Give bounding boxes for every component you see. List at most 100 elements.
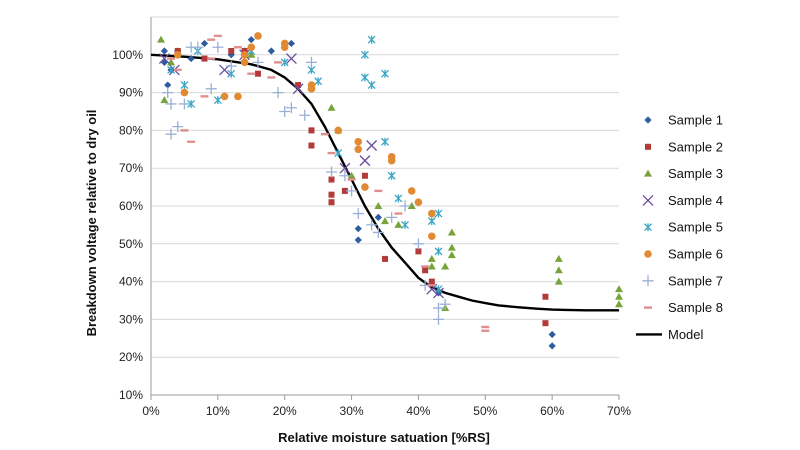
legend-label: Sample 2 bbox=[668, 139, 723, 154]
data-point-sample-3 bbox=[394, 220, 403, 228]
data-point-sample-6 bbox=[180, 88, 189, 97]
legend-swatch-sample-5 bbox=[644, 223, 652, 232]
data-point-sample-1 bbox=[247, 36, 255, 44]
data-point-sample-2 bbox=[308, 142, 315, 149]
legend-label: Sample 4 bbox=[668, 193, 723, 208]
x-tick-label: 30% bbox=[340, 404, 364, 418]
data-point-sample-1 bbox=[160, 58, 168, 66]
data-point-sample-6 bbox=[354, 145, 363, 154]
data-point-sample-7 bbox=[212, 41, 224, 53]
data-point-sample-8 bbox=[320, 132, 329, 136]
x-tick-label: 20% bbox=[273, 404, 297, 418]
data-point-sample-5 bbox=[314, 77, 323, 86]
data-point-sample-7 bbox=[165, 98, 177, 110]
data-point-sample-3 bbox=[554, 254, 563, 262]
data-point-sample-3 bbox=[427, 254, 436, 262]
data-point-sample-8 bbox=[347, 178, 356, 181]
data-point-sample-8 bbox=[421, 265, 430, 268]
data-point-sample-6 bbox=[428, 232, 436, 241]
legend-swatch-sample-6 bbox=[644, 250, 652, 258]
data-point-sample-5 bbox=[394, 194, 403, 203]
data-point-sample-3 bbox=[160, 96, 169, 104]
data-point-sample-3 bbox=[615, 285, 623, 293]
data-point-sample-1 bbox=[200, 39, 209, 48]
data-point-sample-8 bbox=[213, 34, 222, 38]
data-point-sample-1 bbox=[160, 47, 168, 55]
data-point-sample-5 bbox=[367, 81, 376, 90]
data-point-sample-7 bbox=[432, 313, 444, 325]
data-point-sample-7 bbox=[386, 211, 398, 223]
data-point-sample-2 bbox=[254, 70, 261, 77]
data-point-sample-3 bbox=[441, 262, 450, 270]
data-point-sample-3 bbox=[427, 262, 436, 270]
legend-label: Model bbox=[668, 327, 704, 342]
data-point-sample-6 bbox=[361, 183, 369, 191]
data-point-sample-8 bbox=[207, 57, 216, 60]
x-tick-label: 70% bbox=[607, 404, 631, 418]
data-point-sample-5 bbox=[280, 58, 289, 67]
data-point-sample-7 bbox=[352, 208, 364, 220]
data-point-sample-1 bbox=[164, 81, 172, 89]
data-point-sample-8 bbox=[187, 140, 196, 143]
data-point-sample-5 bbox=[434, 209, 443, 218]
legend-label: Sample 3 bbox=[668, 166, 723, 181]
data-points bbox=[157, 32, 623, 350]
data-point-sample-1 bbox=[548, 342, 556, 350]
data-point-sample-6 bbox=[240, 58, 249, 67]
data-point-sample-7 bbox=[346, 185, 358, 197]
data-point-sample-5 bbox=[180, 81, 189, 90]
data-point-sample-6 bbox=[173, 51, 182, 59]
data-point-sample-4 bbox=[339, 162, 351, 174]
legend-swatch-sample-1 bbox=[644, 116, 652, 124]
legend-swatch-sample-3 bbox=[644, 169, 652, 177]
data-point-sample-3 bbox=[554, 277, 563, 285]
data-point-sample-2 bbox=[341, 187, 348, 194]
data-point-sample-5 bbox=[360, 73, 369, 82]
data-point-sample-4 bbox=[359, 155, 371, 167]
data-point-sample-5 bbox=[367, 35, 376, 44]
data-point-sample-8 bbox=[481, 329, 490, 332]
legend-swatch-sample-4 bbox=[642, 194, 654, 206]
legend-label: Sample 8 bbox=[668, 300, 723, 315]
legend-swatch-sample-8 bbox=[644, 306, 652, 309]
data-point-sample-2 bbox=[415, 248, 422, 255]
data-point-sample-7 bbox=[439, 298, 451, 310]
data-point-sample-3 bbox=[615, 300, 623, 308]
data-point-sample-8 bbox=[481, 325, 490, 329]
data-point-sample-2 bbox=[542, 293, 549, 300]
data-point-sample-8 bbox=[374, 189, 383, 193]
data-point-sample-5 bbox=[360, 50, 369, 59]
x-tick-label: 60% bbox=[540, 404, 564, 418]
data-point-sample-2 bbox=[295, 82, 302, 89]
data-point-sample-7 bbox=[272, 87, 284, 99]
data-point-sample-6 bbox=[428, 209, 436, 218]
data-point-sample-3 bbox=[157, 35, 166, 43]
data-point-sample-1 bbox=[267, 47, 275, 55]
data-point-sample-2 bbox=[382, 255, 388, 262]
data-point-sample-3 bbox=[407, 202, 416, 209]
data-point-sample-1 bbox=[354, 236, 362, 244]
data-point-sample-6 bbox=[280, 43, 289, 52]
data-point-sample-2 bbox=[328, 176, 335, 183]
data-point-sample-8 bbox=[327, 151, 336, 155]
data-point-sample-8 bbox=[394, 212, 403, 215]
data-point-sample-7 bbox=[162, 87, 174, 99]
y-tick-label: 70% bbox=[119, 161, 143, 175]
y-tick-label: 20% bbox=[119, 350, 143, 364]
data-point-sample-7 bbox=[279, 106, 291, 117]
legend-label: Sample 5 bbox=[668, 220, 723, 235]
data-point-sample-6 bbox=[387, 156, 396, 165]
data-point-sample-8 bbox=[180, 129, 189, 132]
data-point-sample-4 bbox=[158, 53, 170, 65]
data-point-sample-7 bbox=[399, 200, 411, 212]
x-tick-label: 40% bbox=[406, 404, 430, 418]
y-tick-label: 10% bbox=[119, 388, 143, 402]
legend-swatch-sample-2 bbox=[645, 143, 651, 150]
data-point-sample-5 bbox=[381, 69, 389, 78]
data-point-sample-6 bbox=[220, 92, 229, 101]
data-point-sample-2 bbox=[542, 320, 549, 327]
data-point-sample-3 bbox=[447, 228, 456, 236]
data-point-sample-8 bbox=[274, 61, 283, 64]
data-point-sample-2 bbox=[328, 199, 335, 206]
data-point-sample-3 bbox=[615, 292, 623, 300]
